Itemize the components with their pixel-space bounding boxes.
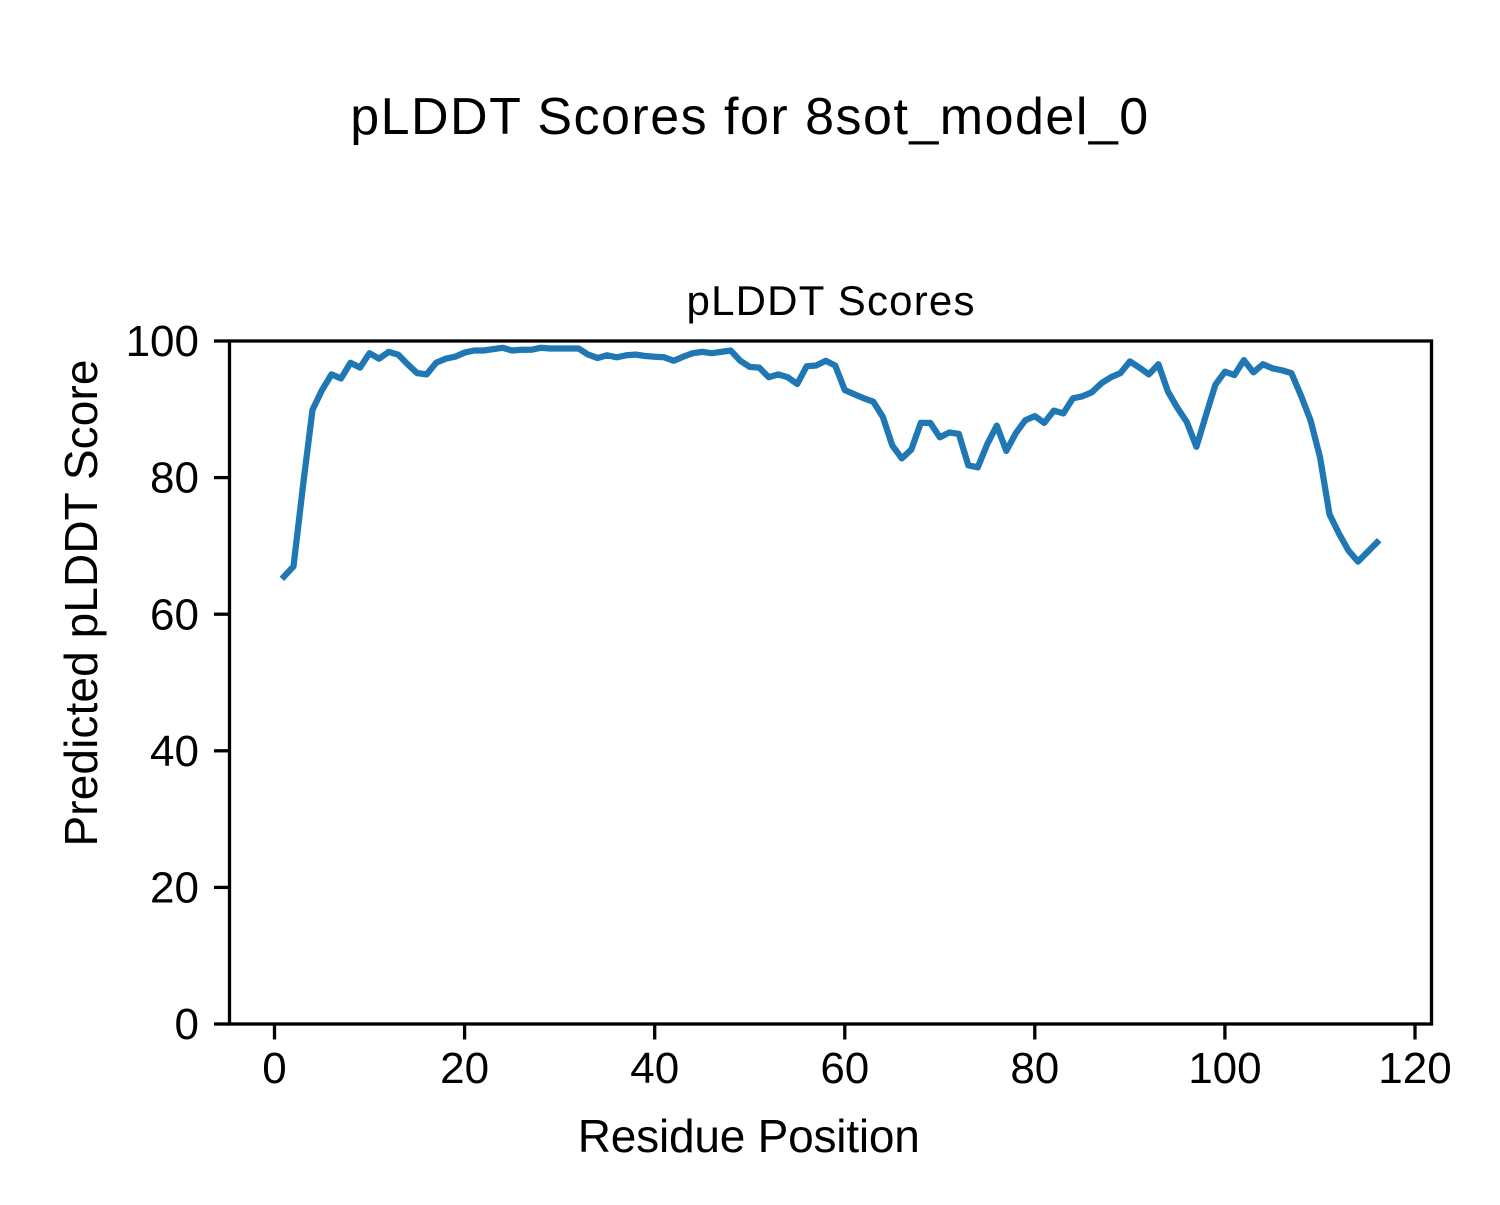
- svg-text:20: 20: [150, 864, 199, 913]
- svg-text:pLDDT Scores: pLDDT Scores: [687, 277, 975, 324]
- svg-text:80: 80: [1010, 1044, 1059, 1093]
- svg-text:120: 120: [1378, 1044, 1451, 1093]
- svg-text:Residue Position: Residue Position: [578, 1110, 920, 1162]
- svg-text:20: 20: [440, 1044, 489, 1093]
- svg-text:100: 100: [1188, 1044, 1261, 1093]
- svg-text:0: 0: [262, 1044, 286, 1093]
- svg-text:40: 40: [150, 727, 199, 776]
- svg-text:pLDDT Scores for 8sot_model_0: pLDDT Scores for 8sot_model_0: [350, 88, 1148, 146]
- svg-text:40: 40: [630, 1044, 679, 1093]
- svg-text:60: 60: [820, 1044, 869, 1093]
- svg-text:100: 100: [126, 317, 199, 366]
- svg-text:60: 60: [150, 590, 199, 639]
- svg-text:80: 80: [150, 454, 199, 503]
- svg-text:Predicted pLDDT Score: Predicted pLDDT Score: [55, 360, 107, 847]
- svg-text:0: 0: [175, 1000, 199, 1049]
